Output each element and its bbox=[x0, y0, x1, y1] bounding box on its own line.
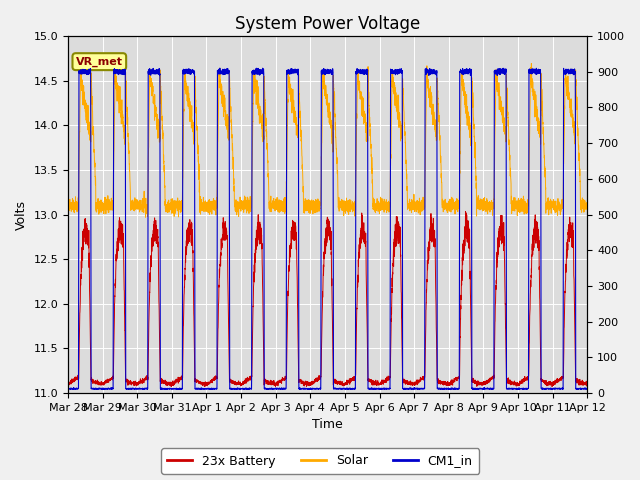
Legend: 23x Battery, Solar, CM1_in: 23x Battery, Solar, CM1_in bbox=[161, 448, 479, 474]
Text: VR_met: VR_met bbox=[76, 57, 123, 67]
Title: System Power Voltage: System Power Voltage bbox=[235, 15, 420, 33]
Y-axis label: Volts: Volts bbox=[15, 200, 28, 229]
X-axis label: Time: Time bbox=[312, 419, 343, 432]
